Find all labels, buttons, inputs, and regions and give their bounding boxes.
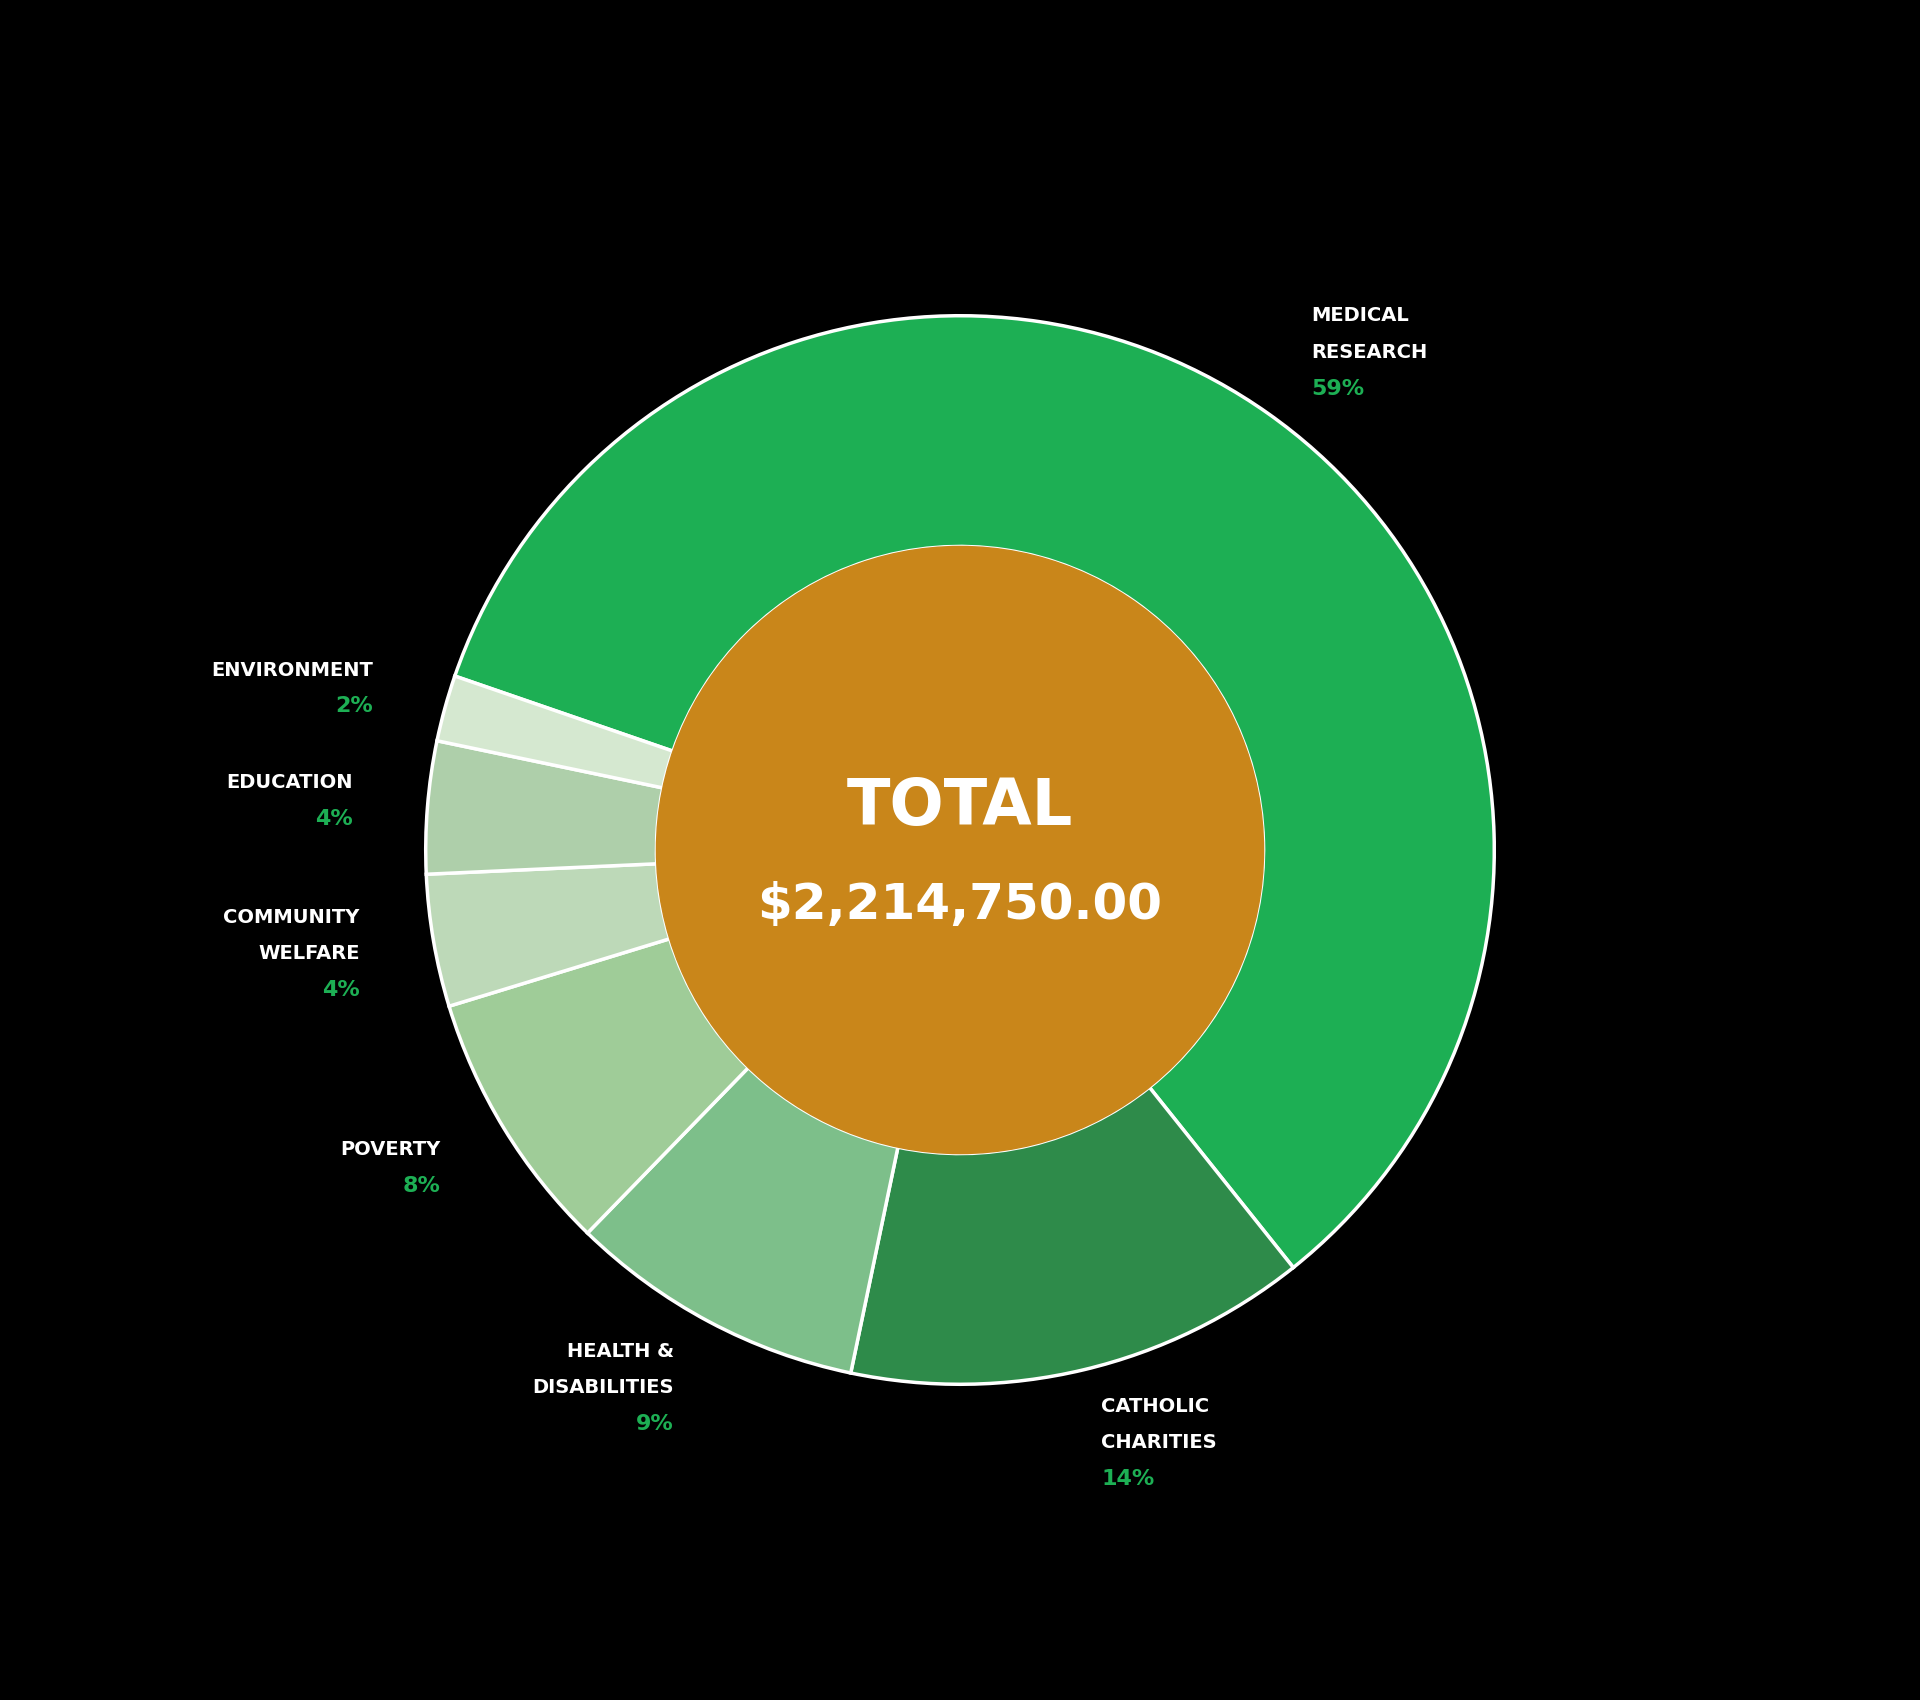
Text: WELFARE: WELFARE [259,944,359,964]
Text: DISABILITIES: DISABILITIES [532,1379,674,1397]
Text: HEALTH &: HEALTH & [566,1341,674,1362]
Text: TOTAL: TOTAL [847,777,1073,838]
Wedge shape [588,1068,899,1374]
Wedge shape [449,938,749,1232]
Text: RESEARCH: RESEARCH [1311,343,1427,362]
Text: 8%: 8% [401,1176,440,1195]
Wedge shape [426,864,670,1006]
Text: MEDICAL: MEDICAL [1311,306,1409,325]
Text: EDUCATION: EDUCATION [227,774,353,792]
Circle shape [657,546,1263,1154]
Text: $2,214,750.00: $2,214,750.00 [758,881,1162,928]
Text: POVERTY: POVERTY [340,1139,440,1159]
Wedge shape [455,316,1494,1268]
Wedge shape [438,677,674,787]
Text: COMMUNITY: COMMUNITY [223,908,359,927]
Text: 14%: 14% [1102,1469,1154,1489]
Text: 4%: 4% [315,809,353,830]
Text: 4%: 4% [323,981,359,1000]
Text: 9%: 9% [636,1414,674,1435]
Wedge shape [851,1088,1294,1384]
Text: CATHOLIC: CATHOLIC [1102,1397,1210,1416]
Text: 2%: 2% [334,697,372,716]
Text: 59%: 59% [1311,379,1365,400]
Wedge shape [426,741,662,874]
Text: ENVIRONMENT: ENVIRONMENT [211,661,372,680]
Text: CHARITIES: CHARITIES [1102,1433,1217,1452]
